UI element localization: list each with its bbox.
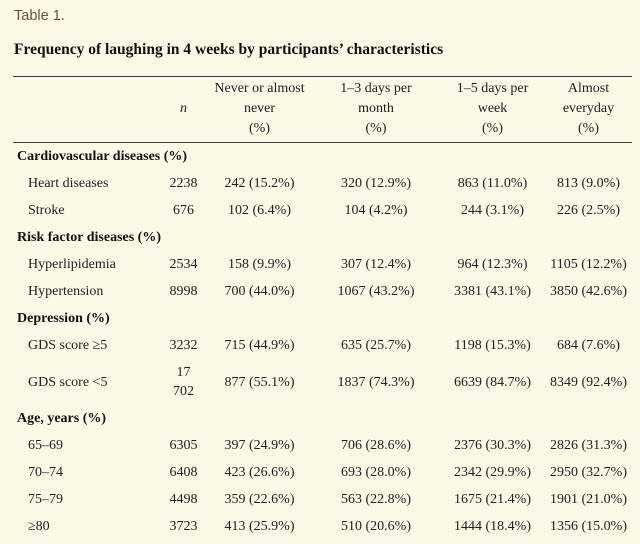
row-gds-score-ge5: GDS score ≥5 3232 715 (44.9%) 635 (25.7%… [13, 332, 632, 359]
row-age-70-74: 70–74 6408 423 (26.6%) 693 (28.0%) 2342 … [13, 459, 632, 486]
freq-cell: 413 (25.9%) [224, 519, 295, 534]
freq-cell: 423 (26.6%) [224, 465, 295, 480]
section-label: Age, years (%) [17, 411, 107, 426]
freq-cell: 2342 (29.9%) [454, 465, 531, 480]
freq-cell: 2376 (30.3%) [454, 438, 531, 453]
n-cell: 2534 [169, 257, 198, 272]
section-row-age: Age, years (%) [13, 405, 632, 432]
freq-cell: 6639 (84.7%) [454, 374, 531, 390]
table-body: Cardiovascular diseases (%) Heart diseas… [13, 143, 632, 541]
row-stroke: Stroke 676 102 (6.4%) 104 (4.2%) 244 (3.… [13, 197, 632, 224]
freq-cell: 964 (12.3%) [457, 257, 528, 272]
row-label: Heart diseases [28, 176, 109, 191]
freq-cell: 700 (44.0%) [224, 284, 295, 299]
freq-cell: 1198 (15.3%) [454, 338, 531, 353]
freq-cell: 320 (12.9%) [341, 176, 411, 191]
freq-cell: 1105 (12.2%) [550, 257, 627, 272]
header-n: n [160, 76, 207, 143]
row-age-75-79: 75–79 4498 359 (22.6%) 563 (22.8%) 1675 … [13, 486, 632, 513]
row-label: ≥80 [28, 519, 50, 534]
freq-cell: 102 (6.4%) [228, 203, 291, 218]
section-row-depression: Depression (%) [13, 305, 632, 332]
freq-cell: 510 (20.6%) [341, 519, 411, 534]
freq-cell: 359 (22.6%) [224, 492, 295, 507]
freq-cell: 563 (22.8%) [341, 492, 411, 507]
characteristics-table: n Never or almost never (%) 1–3 days per… [13, 76, 632, 540]
header-empty [13, 76, 160, 143]
freq-cell: 226 (2.5%) [557, 203, 620, 218]
freq-cell: 635 (25.7%) [341, 338, 411, 353]
n-cell: 3723 [169, 519, 198, 534]
header-1-5-days-per-week: 1–5 days per week (%) [440, 76, 545, 143]
freq-cell: 3381 (43.1%) [454, 284, 531, 299]
header-almost-everyday: Almost everyday (%) [545, 76, 632, 143]
freq-cell: 242 (15.2%) [224, 176, 295, 191]
n-cell: 17 702 [173, 365, 194, 399]
row-label: Hypertension [28, 284, 104, 299]
section-row-cardiovascular: Cardiovascular diseases (%) [13, 143, 632, 171]
freq-cell: 244 (3.1%) [461, 203, 524, 218]
section-row-risk-factor: Risk factor diseases (%) [13, 224, 632, 251]
n-cell: 3232 [169, 338, 198, 353]
row-label: GDS score <5 [28, 374, 108, 390]
freq-cell: 1901 (21.0%) [550, 492, 627, 507]
freq-cell: 706 (28.6%) [341, 438, 411, 453]
row-hyperlipidemia: Hyperlipidemia 2534 158 (9.9%) 307 (12.4… [13, 251, 632, 278]
row-label: 70–74 [28, 465, 63, 480]
freq-cell: 877 (55.1%) [224, 374, 295, 390]
section-label: Cardiovascular diseases (%) [17, 149, 188, 164]
freq-cell: 863 (11.0%) [457, 176, 528, 191]
freq-cell: 2950 (32.7%) [550, 465, 627, 480]
table-number-label: Table 1. [14, 8, 65, 24]
freq-cell: 1356 (15.0%) [550, 519, 627, 534]
row-label: 75–79 [28, 492, 63, 507]
freq-cell: 307 (12.4%) [341, 257, 411, 272]
n-cell: 8998 [169, 284, 198, 299]
freq-cell: 693 (28.0%) [341, 465, 411, 480]
section-label: Risk factor diseases (%) [17, 230, 162, 245]
section-label: Depression (%) [17, 311, 110, 326]
row-label: Hyperlipidemia [28, 257, 116, 272]
row-label: 65–69 [28, 438, 63, 453]
freq-cell: 1837 (74.3%) [337, 374, 415, 390]
n-cell: 6305 [169, 438, 198, 453]
freq-cell: 684 (7.6%) [557, 338, 620, 353]
table-header: n Never or almost never (%) 1–3 days per… [13, 76, 632, 143]
row-heart-diseases: Heart diseases 2238 242 (15.2%) 320 (12.… [13, 170, 632, 197]
row-label: Stroke [28, 203, 65, 218]
header-never-almost-never: Never or almost never (%) [207, 76, 312, 143]
freq-cell: 104 (4.2%) [344, 203, 408, 218]
freq-cell: 3850 (42.6%) [550, 284, 627, 299]
n-cell: 6408 [169, 465, 198, 480]
row-age-ge80: ≥80 3723 413 (25.9%) 510 (20.6%) 1444 (1… [13, 513, 632, 540]
n-cell: 676 [173, 203, 194, 218]
row-gds-score-lt5: GDS score <5 17 702 877 (55.1%) 1837 (74… [13, 359, 632, 405]
freq-cell: 8349 (92.4%) [550, 374, 627, 390]
row-label: GDS score ≥5 [28, 338, 108, 353]
header-1-3-days-per-month: 1–3 days per month (%) [312, 76, 440, 143]
header-row: n Never or almost never (%) 1–3 days per… [13, 76, 632, 143]
n-cell: 4498 [169, 492, 198, 507]
row-hypertension: Hypertension 8998 700 (44.0%) 1067 (43.2… [13, 278, 632, 305]
freq-cell: 1675 (21.4%) [454, 492, 531, 507]
freq-cell: 813 (9.0%) [557, 176, 620, 191]
freq-cell: 1067 (43.2%) [337, 284, 415, 299]
freq-cell: 158 (9.9%) [228, 257, 291, 272]
n-cell: 2238 [169, 176, 198, 191]
table-title: Frequency of laughing in 4 weeks by part… [14, 41, 444, 58]
freq-cell: 715 (44.9%) [224, 338, 295, 353]
freq-cell: 2826 (31.3%) [550, 438, 627, 453]
freq-cell: 397 (24.9%) [224, 438, 295, 453]
freq-cell: 1444 (18.4%) [454, 519, 531, 534]
row-age-65-69: 65–69 6305 397 (24.9%) 706 (28.6%) 2376 … [13, 432, 632, 459]
